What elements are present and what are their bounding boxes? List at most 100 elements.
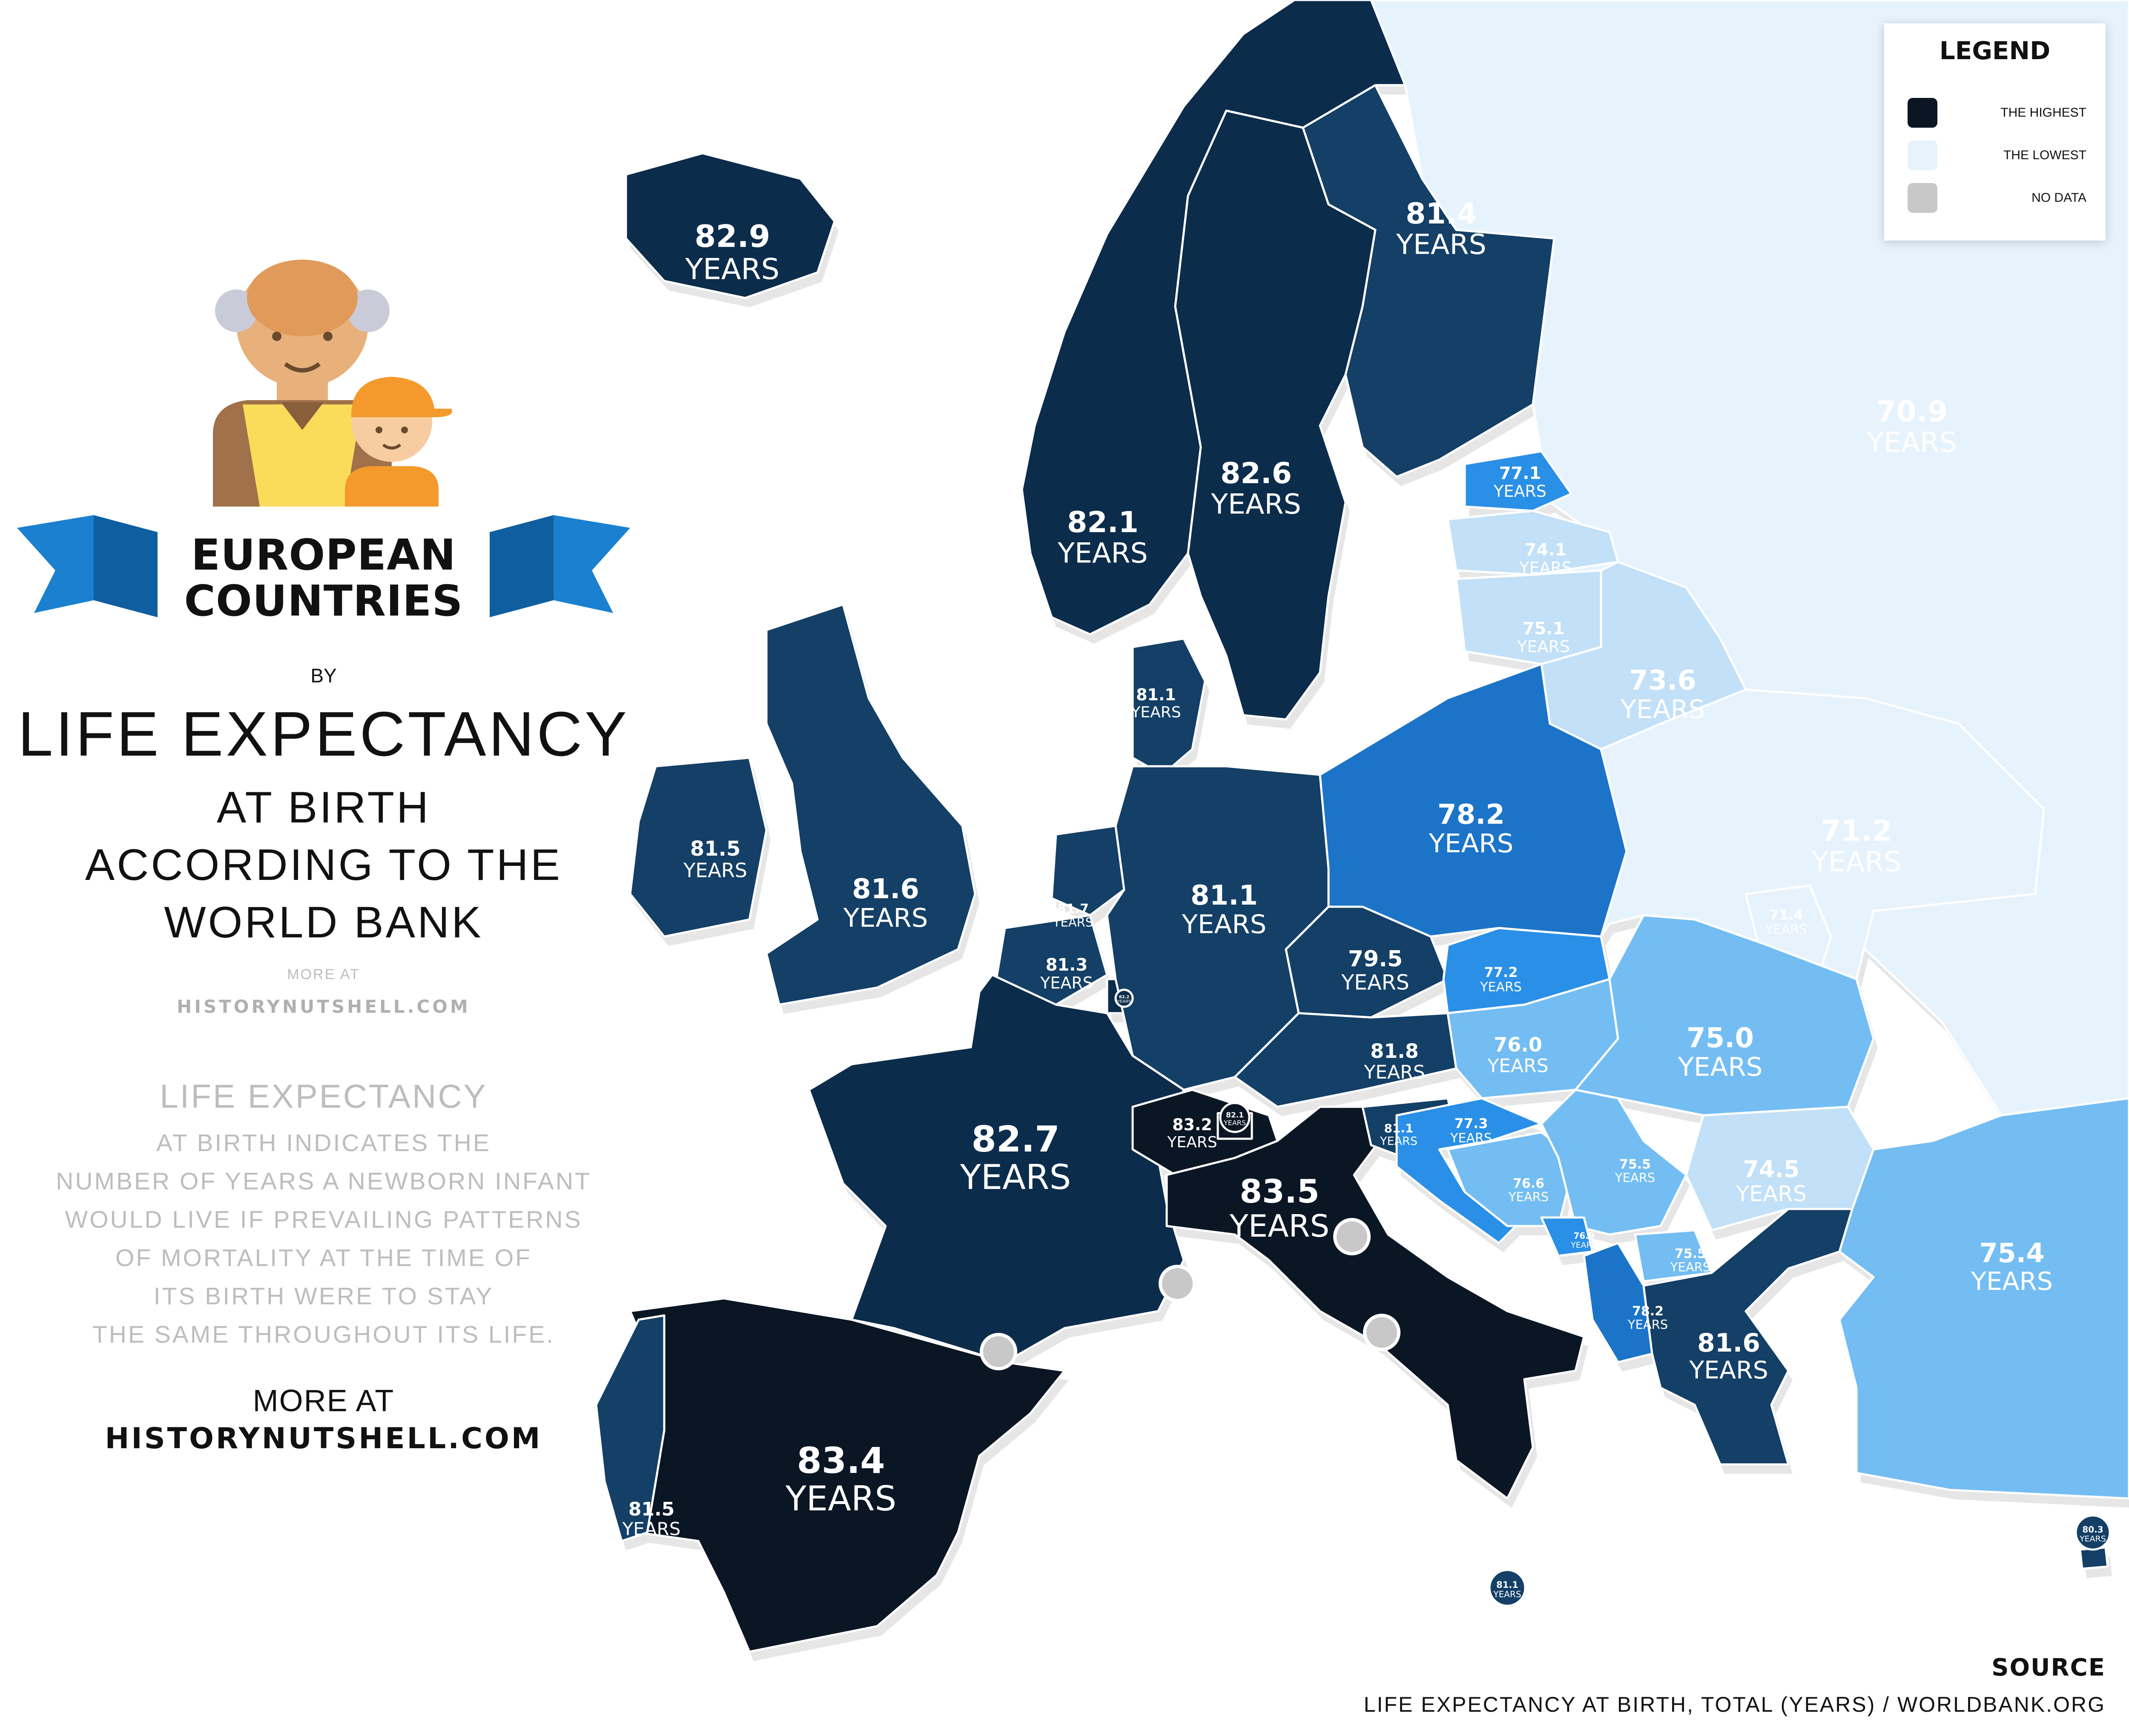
country-austria-value: 81.8 <box>1370 1040 1419 1063</box>
country-turkey[interactable] <box>1838 1097 2129 1500</box>
country-cyprus[interactable] <box>2079 1546 2109 1570</box>
country-bosnia-and-herzegovina-value: 76.6 <box>1513 1176 1544 1191</box>
description-heading: LIFE EXPECTANCY <box>160 1077 488 1115</box>
country-france-unit: YEARS <box>960 1157 1071 1197</box>
country-switzerland-unit: YEARS <box>1167 1134 1217 1151</box>
country-czechia-unit: YEARS <box>1341 971 1409 995</box>
legend-swatch <box>1908 183 1937 213</box>
country-denmark[interactable] <box>1131 637 1206 776</box>
country-russia-value: 70.9 <box>1876 395 1948 429</box>
country-united-kingdom[interactable] <box>765 603 976 1006</box>
country-france[interactable] <box>808 974 1185 1364</box>
country-belgium[interactable] <box>995 914 1108 1006</box>
country-liechtenstein-unit: YEARS <box>1223 1119 1246 1127</box>
country-france-value: 82.7 <box>971 1118 1059 1160</box>
country-malta-unit: YEARS <box>1493 1589 1521 1599</box>
country-slovakia-value: 77.2 <box>1484 964 1518 980</box>
description-line: OF MORTALITY AT THE TIME OF <box>115 1244 532 1272</box>
country-slovenia-value: 81.1 <box>1384 1121 1413 1135</box>
country-hungary-value: 76.0 <box>1494 1033 1542 1056</box>
country-liechtenstein-badge <box>1219 1102 1251 1133</box>
country-cyprus-badge <box>2074 1514 2111 1551</box>
country-bosnia-and-herzegovina-unit: YEARS <box>1508 1190 1549 1204</box>
subtitle-line-1: AT BIRTH <box>216 783 431 832</box>
banner-line-2: COUNTRIES <box>184 576 463 626</box>
site-link-big[interactable]: HISTORYNUTSHELL.COM <box>105 1422 542 1455</box>
country-moldova-unit: YEARS <box>1765 922 1807 937</box>
country-united-kingdom-unit: YEARS <box>843 903 928 933</box>
country-czechia-value: 79.5 <box>1348 946 1403 972</box>
country-cyprus-value: 80.3 <box>2082 1524 2103 1535</box>
country-norway-unit: YEARS <box>1057 537 1148 569</box>
country-luxembourg-unit: YEARS <box>1117 1000 1131 1004</box>
country-romania-value: 75.0 <box>1687 1023 1754 1054</box>
country-turkey-value: 75.4 <box>1980 1238 2045 1269</box>
country-romania[interactable] <box>1574 914 1875 1117</box>
country-albania-unit: YEARS <box>1627 1318 1668 1332</box>
country-iceland[interactable] <box>625 152 836 299</box>
country-germany-value: 81.1 <box>1191 880 1258 911</box>
country-vatican-city-no-data-marker <box>1363 1314 1400 1351</box>
country-spain-unit: YEARS <box>785 1479 897 1518</box>
country-netherlands-unit: YEARS <box>1053 915 1093 930</box>
country-estonia-value: 77.1 <box>1499 464 1541 483</box>
legend-swatch <box>1908 140 1937 170</box>
description-line: AT BIRTH INDICATES THE <box>156 1129 491 1157</box>
country-sweden-unit: YEARS <box>1211 488 1301 520</box>
country-serbia[interactable] <box>1540 1089 1687 1236</box>
description-line: THE SAME THROUGHOUT ITS LIFE. <box>92 1321 555 1348</box>
country-ireland-value: 81.5 <box>690 837 740 861</box>
country-malta-badge <box>1488 1569 1526 1607</box>
country-montenegro-unit: YEARS <box>1570 1240 1597 1250</box>
country-greece-unit: YEARS <box>1689 1356 1768 1384</box>
legend: LEGEND THE HIGHEST THE LOWEST NO DATA <box>1884 23 2106 241</box>
subtitle-line-2: ACCORDING TO THE <box>85 840 562 890</box>
more-at-small: MORE AT <box>287 966 360 983</box>
country-north-macedonia-unit: YEARS <box>1670 1260 1710 1275</box>
country-greece[interactable] <box>1642 1208 1854 1466</box>
country-luxembourg-badge <box>1114 988 1134 1008</box>
country-portugal-unit: YEARS <box>622 1518 681 1539</box>
source-heading: SOURCE <box>1991 1654 2106 1682</box>
country-latvia-unit: YEARS <box>1519 559 1572 577</box>
country-estonia-unit: YEARS <box>1493 482 1547 501</box>
country-ireland[interactable] <box>629 756 768 938</box>
country-portugal[interactable] <box>595 1314 666 1542</box>
country-romania-unit: YEARS <box>1678 1052 1763 1082</box>
country-netherlands[interactable] <box>1050 825 1125 917</box>
country-moldova-value: 71.4 <box>1770 907 1803 923</box>
country-ukraine-unit: YEARS <box>1811 846 1902 878</box>
country-serbia-unit: YEARS <box>1615 1171 1655 1185</box>
country-belgium-value: 81.3 <box>1046 955 1088 975</box>
legend-item-lowest: THE LOWEST <box>1908 140 2086 170</box>
page-title: LIFE EXPECTANCY <box>17 699 630 769</box>
legend-label: THE LOWEST <box>2003 148 2086 162</box>
country-san-marino-no-data-marker <box>1333 1218 1371 1255</box>
country-portugal-value: 81.5 <box>628 1498 675 1520</box>
legend-swatch <box>1908 98 1937 128</box>
source-text: LIFE EXPECTANCY AT BIRTH, TOTAL (YEARS) … <box>1363 1693 2106 1716</box>
site-link-small[interactable]: HISTORYNUTSHELL.COM <box>177 996 471 1017</box>
country-north-macedonia-value: 75.5 <box>1675 1246 1706 1261</box>
country-liechtenstein-value: 82.1 <box>1226 1111 1244 1120</box>
country-spain-value: 83.4 <box>797 1440 885 1481</box>
country-andorra-no-data-marker <box>980 1333 1017 1370</box>
country-ukraine[interactable] <box>1600 688 2045 980</box>
country-switzerland-value: 83.2 <box>1172 1115 1212 1134</box>
country-sweden-value: 82.6 <box>1220 457 1292 490</box>
country-iceland-value: 82.9 <box>694 218 770 254</box>
country-germany-unit: YEARS <box>1182 909 1267 940</box>
legend-label: NO DATA <box>2031 191 2086 205</box>
country-poland-unit: YEARS <box>1429 828 1514 859</box>
country-iceland-unit: YEARS <box>685 253 779 286</box>
country-belgium-unit: YEARS <box>1040 974 1093 992</box>
description-line: WOULD LIVE IF PREVAILING PATTERNS <box>65 1206 582 1233</box>
country-italy[interactable] <box>1165 1106 1585 1500</box>
country-bulgaria-value: 74.5 <box>1743 1156 1799 1183</box>
country-norway-value: 82.1 <box>1067 506 1139 539</box>
country-serbia-value: 75.5 <box>1619 1157 1651 1172</box>
country-estonia[interactable] <box>1463 450 1572 512</box>
country-russia-unit: YEARS <box>1866 427 1957 458</box>
country-slovakia-unit: YEARS <box>1480 980 1522 995</box>
country-netherlands-value: 81.7 <box>1057 902 1089 917</box>
